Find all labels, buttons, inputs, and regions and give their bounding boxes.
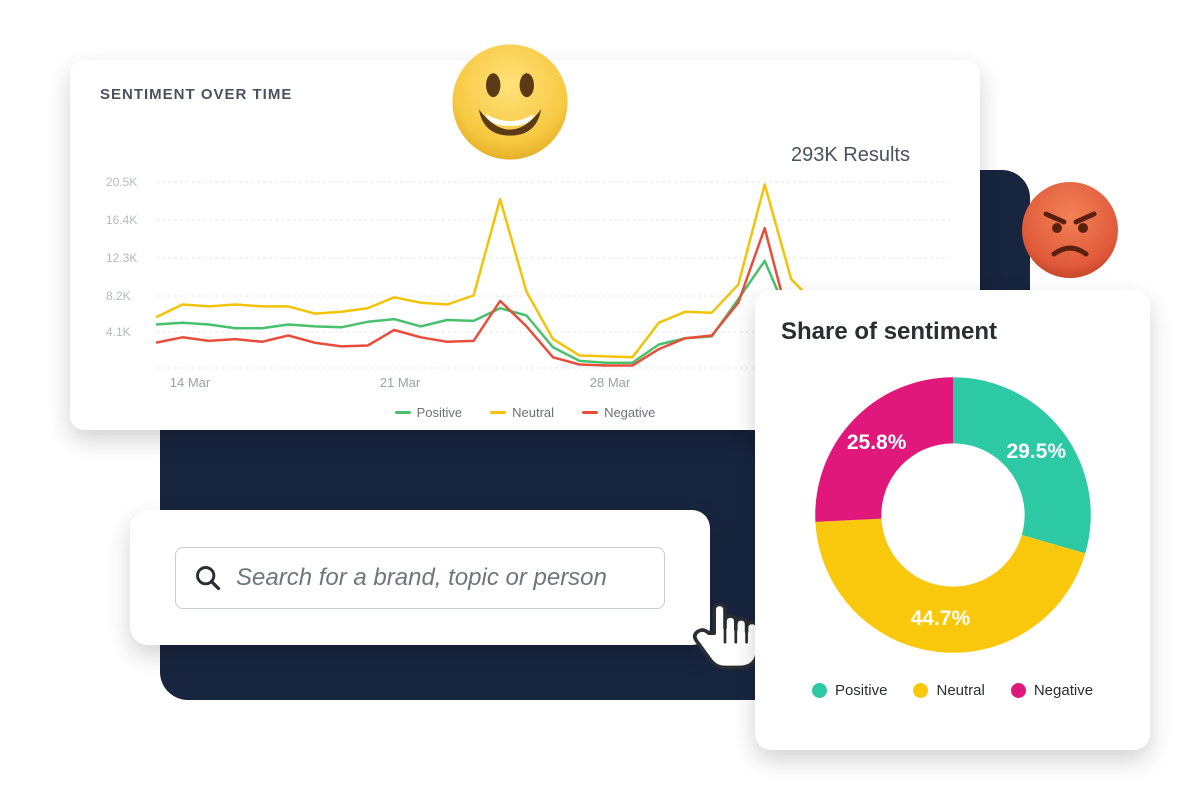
y-tick: 12.3K [106, 251, 137, 265]
donut-value-negative: 25.8% [847, 431, 907, 455]
x-tick: 28 Mar [590, 375, 630, 390]
donut-legend: Positive Neutral Negative [781, 682, 1124, 699]
y-tick: 20.5K [106, 175, 137, 189]
donut-title: Share of sentiment [781, 318, 1124, 346]
y-tick: 4.1K [106, 325, 131, 339]
y-tick: 8.2K [106, 289, 131, 303]
y-tick: 16.4K [106, 213, 137, 227]
angry-face-icon [1020, 180, 1120, 280]
search-input[interactable]: Search for a brand, topic or person [175, 547, 665, 609]
x-tick: 21 Mar [380, 375, 420, 390]
donut-chart: 25.8% 29.5% 44.7% [808, 370, 1098, 660]
legend-positive: Positive [812, 682, 888, 699]
grinning-face-icon [450, 42, 570, 162]
legend-negative: Negative [582, 405, 655, 420]
legend-negative: Negative [1011, 682, 1093, 699]
donut-value-positive: 29.5% [1006, 440, 1066, 464]
results-count: 293K Results [791, 144, 910, 167]
legend-neutral: Neutral [490, 405, 554, 420]
legend-positive: Positive [395, 405, 463, 420]
legend-neutral: Neutral [913, 682, 984, 699]
share-of-sentiment-card: Share of sentiment 25.8% 29.5% 44.7% Pos… [755, 290, 1150, 750]
search-card: Search for a brand, topic or person [130, 510, 710, 645]
search-placeholder: Search for a brand, topic or person [236, 564, 607, 592]
donut-value-neutral: 44.7% [911, 607, 971, 631]
search-icon [194, 564, 222, 592]
x-tick: 14 Mar [170, 375, 210, 390]
